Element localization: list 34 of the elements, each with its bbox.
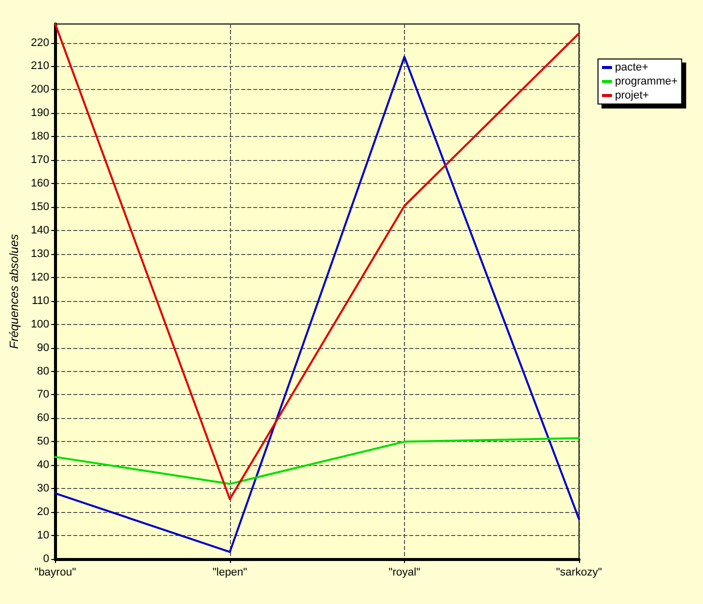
x-tick-label: "bayrou" xyxy=(34,566,76,578)
y-tick-label: 210 xyxy=(30,60,50,72)
y-tick-label: 100 xyxy=(30,318,50,330)
y-tick-label: 50 xyxy=(37,436,50,448)
y-tick-label: 160 xyxy=(30,178,50,190)
y-tick-label: 190 xyxy=(30,107,50,120)
y-tick-label: 110 xyxy=(32,294,50,307)
y-tick-label: 20 xyxy=(37,506,50,518)
y-tick-label: 10 xyxy=(37,530,50,542)
y-tick-label: 130 xyxy=(30,248,50,260)
legend-label: pacte+ xyxy=(615,62,648,74)
legend-label: projet+ xyxy=(615,90,649,102)
y-axis-title: Fréquences absolues xyxy=(7,234,21,349)
x-tick-label: "royal" xyxy=(388,566,420,578)
line-series xyxy=(54,437,580,485)
y-tick-label: 90 xyxy=(37,342,50,354)
y-tick-label: 170 xyxy=(30,154,50,166)
y-tick-label: 60 xyxy=(37,412,50,424)
y-tick-label: 220 xyxy=(30,36,50,49)
line-series xyxy=(54,56,580,553)
y-tick-label: 200 xyxy=(30,84,50,96)
y-tick-label: 150 xyxy=(30,201,50,214)
y-tick-label: 30 xyxy=(37,482,50,495)
y-tick-label: 40 xyxy=(37,459,50,472)
legend-label: programme+ xyxy=(615,76,678,88)
y-tick-label: 0 xyxy=(43,553,50,565)
y-tick-label: 140 xyxy=(30,224,50,236)
x-tick-label: "lepen" xyxy=(212,566,248,578)
y-tick-label: 120 xyxy=(30,271,50,284)
y-tick-label: 80 xyxy=(37,365,50,378)
line-series xyxy=(54,23,580,500)
x-tick-label: "sarkozy" xyxy=(556,566,602,578)
y-tick-label: 70 xyxy=(37,388,50,401)
y-tick-label: 180 xyxy=(30,130,50,143)
